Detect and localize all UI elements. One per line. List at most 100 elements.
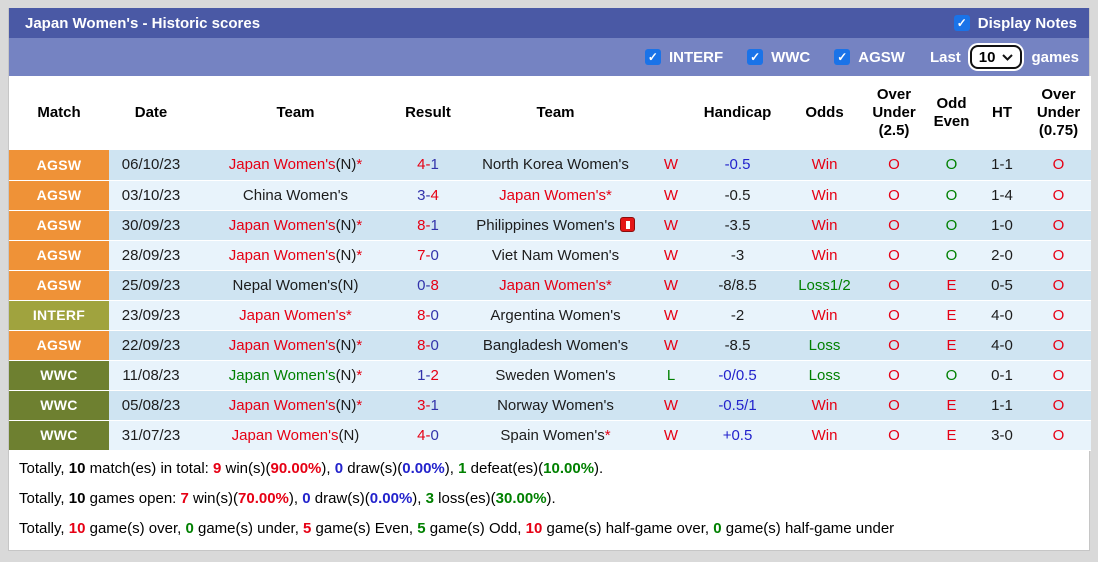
over-under-2-5-cell: O [863, 270, 925, 301]
over-under-2-5-cell: O [863, 420, 925, 451]
over-under-0-75-cell: O [1026, 420, 1091, 451]
match-badge: WWC [9, 360, 109, 391]
last-label: Last [929, 48, 961, 66]
team-home-cell: Japan Women's(N) [193, 420, 398, 451]
text-segment: 1 [430, 396, 439, 414]
ht-cell: 1-1 [978, 150, 1026, 181]
table-row: WWC 05/08/23 Japan Women's(N)* 3-1 Norway Wo… [9, 390, 1091, 421]
text-segment: 7 [180, 489, 189, 507]
text-segment: L [666, 366, 676, 384]
match-badge: WWC [9, 420, 109, 451]
text-segment: O [1052, 336, 1065, 354]
over-under-0-75-cell: O [1026, 270, 1091, 301]
match-badge: INTERF [9, 300, 109, 331]
display-notes-checkbox[interactable]: ✓ [953, 15, 970, 31]
text-segment: O [945, 186, 958, 204]
games-count-value: 10 [978, 48, 996, 66]
text-segment: ). [546, 489, 556, 507]
text-segment: win(s)( [221, 459, 271, 477]
text-segment: * [356, 366, 363, 384]
text-segment: - [425, 156, 431, 174]
text-segment: 10 [68, 489, 86, 507]
ht-cell: 0-5 [978, 270, 1026, 301]
wwc-checkbox[interactable]: ✓ [747, 49, 764, 65]
table-row: AGSW 28/09/23 Japan Women's(N)* 7-0 Viet Nam… [9, 240, 1091, 271]
filter-checkbox-wwc[interactable]: ✓ WWC [747, 49, 810, 66]
text-segment: 0.00% [402, 459, 445, 477]
win-loss-cell: W [653, 210, 689, 241]
text-segment: O [888, 426, 900, 444]
competition-filters: ✓ INTERF ✓ WWC ✓ AGSW [644, 49, 905, 66]
match-date: 05/08/23 [109, 390, 193, 421]
text-segment: (N) [335, 216, 357, 234]
over-under-0-75-cell: O [1026, 240, 1091, 271]
text-segment: - [425, 336, 431, 354]
text-segment: O [1052, 216, 1065, 234]
text-segment: 10.00% [543, 459, 595, 477]
text-segment: ), [321, 459, 335, 477]
text-segment: 0 [713, 519, 722, 537]
text-segment: 1 [430, 216, 439, 234]
column-header: HT [978, 76, 1026, 150]
text-segment: 2 [430, 366, 439, 384]
result-cell: 8-0 [398, 300, 458, 331]
text-segment: Japan Women's [239, 306, 346, 324]
filter-checkbox-interf[interactable]: ✓ INTERF [644, 49, 723, 66]
team-away-cell: Japan Women's* [458, 180, 653, 211]
text-segment: Bangladesh Women's [482, 336, 629, 354]
match-date: 23/09/23 [109, 300, 193, 331]
filter-checkbox-agsw[interactable]: ✓ AGSW [834, 49, 905, 66]
text-segment: defeat(es)( [466, 459, 544, 477]
odd-even-cell: E [925, 420, 978, 451]
text-segment: O [888, 366, 900, 384]
text-segment: loss(es)( [433, 489, 496, 507]
text-segment: W [663, 186, 679, 204]
agsw-checkbox[interactable]: ✓ [834, 49, 851, 65]
table-row: AGSW 06/10/23 Japan Women's(N)* 4-1 North Ko… [9, 150, 1091, 181]
display-notes-toggle[interactable]: ✓ Display Notes [953, 15, 1077, 32]
text-segment: win(s)( [188, 489, 239, 507]
text-segment: * [605, 276, 612, 294]
games-count-select[interactable]: 10 [969, 45, 1023, 69]
text-segment: ), [288, 489, 303, 507]
match-date: 30/09/23 [109, 210, 193, 241]
text-segment: E [946, 336, 957, 354]
match-badge: AGSW [9, 270, 109, 301]
text-segment: 5 [303, 519, 312, 537]
page-title: Japan Women's - Historic scores [25, 14, 261, 32]
table-row: AGSW 03/10/23 China Women's 3-4 Japan Women'… [9, 180, 1091, 211]
text-segment: 1 [417, 366, 426, 384]
match-date: 06/10/23 [109, 150, 193, 181]
result-cell: 4-1 [398, 150, 458, 181]
ht-cell: 3-0 [978, 420, 1026, 451]
column-header: Over Under (2.5) [863, 76, 925, 150]
text-segment: * [356, 246, 363, 264]
text-segment: 4 [417, 426, 426, 444]
text-segment: O [888, 276, 900, 294]
odds-cell: Loss [786, 330, 863, 361]
interf-checkbox[interactable]: ✓ [644, 49, 661, 65]
over-under-0-75-cell: O [1026, 300, 1091, 331]
odds-cell: Win [786, 390, 863, 421]
text-segment: Win [811, 426, 838, 444]
match-badge: AGSW [9, 240, 109, 271]
text-segment: 30.00% [495, 489, 547, 507]
text-segment: Nepal Women's(N) [232, 276, 359, 294]
text-segment: O [1052, 276, 1065, 294]
text-segment: Win [811, 306, 838, 324]
odds-cell: Win [786, 180, 863, 211]
text-segment: Win [811, 156, 838, 174]
text-segment: O [888, 306, 900, 324]
text-segment: 0 [302, 489, 311, 507]
text-segment: O [1052, 306, 1065, 324]
column-header: Match [9, 76, 109, 150]
text-segment: -3 [730, 246, 745, 264]
text-segment: * [356, 336, 363, 354]
column-header [653, 76, 689, 150]
text-segment: draw(s)( [310, 489, 370, 507]
text-segment: Win [811, 246, 838, 264]
text-segment: (N) [335, 246, 357, 264]
text-segment: 0 [185, 519, 194, 537]
text-segment: E [946, 396, 957, 414]
win-loss-cell: W [653, 150, 689, 181]
